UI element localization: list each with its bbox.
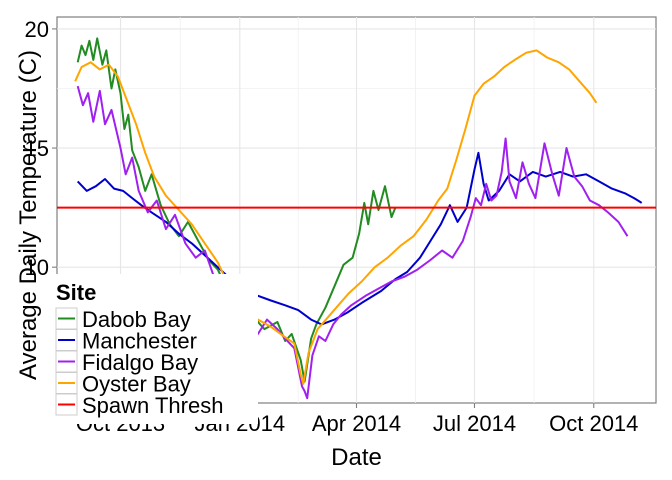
x-axis-title: Date (331, 444, 382, 471)
y-tick-label: 10 (25, 255, 49, 280)
series-line-manchester (76, 151, 643, 326)
series-line-dabob-bay (76, 37, 397, 383)
series-line-fidalgo-bay (76, 85, 629, 400)
legend-label-dabob-bay: Dabob Bay (82, 307, 191, 332)
series-layer (57, 37, 656, 400)
y-tick-label: 20 (25, 17, 49, 42)
y-axis-title: Average Daily Temperature (C) (15, 50, 42, 380)
legend-background (48, 274, 258, 424)
x-tick-label: Oct 2014 (549, 411, 638, 436)
legend-label-fidalgo-bay: Fidalgo Bay (82, 350, 198, 375)
series-line-oyster-bay (74, 49, 598, 385)
y-tick-label: 15 (25, 136, 49, 161)
legend-label-oyster-bay: Oyster Bay (82, 372, 191, 397)
x-tick-label: Apr 2014 (312, 411, 401, 436)
legend-title: Site (56, 280, 96, 305)
x-tick-label: Jul 2014 (433, 411, 516, 436)
y-axis: 10 15 20 (25, 17, 57, 280)
legend-label-manchester: Manchester (82, 329, 197, 354)
legend-label-spawn-thresh: Spawn Thresh (82, 393, 223, 418)
